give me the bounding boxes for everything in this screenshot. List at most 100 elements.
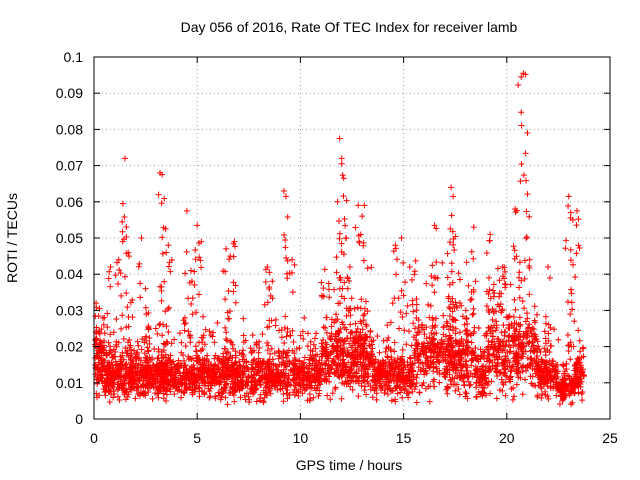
data-point xyxy=(220,353,227,360)
data-point xyxy=(176,386,183,393)
data-point xyxy=(547,274,554,281)
data-point xyxy=(297,332,304,339)
data-point xyxy=(449,342,456,349)
data-point xyxy=(119,228,126,235)
data-point xyxy=(358,320,365,327)
data-point xyxy=(508,367,515,374)
data-point xyxy=(105,275,112,282)
data-point xyxy=(200,364,207,371)
data-point xyxy=(104,310,111,317)
data-point xyxy=(433,259,440,266)
data-point xyxy=(365,373,372,380)
data-point xyxy=(95,312,102,319)
data-point xyxy=(542,313,549,320)
data-point xyxy=(366,334,373,341)
data-point xyxy=(511,296,518,303)
data-point xyxy=(384,385,391,392)
data-point xyxy=(128,383,135,390)
data-point xyxy=(291,391,298,398)
data-point xyxy=(240,332,247,339)
data-point xyxy=(338,293,345,300)
data-point xyxy=(524,191,531,198)
data-point xyxy=(448,260,455,267)
data-point xyxy=(178,339,185,346)
data-point xyxy=(543,364,550,371)
data-point xyxy=(472,344,479,351)
data-point xyxy=(159,374,166,381)
data-point xyxy=(349,329,356,336)
data-point xyxy=(370,337,377,344)
data-point xyxy=(143,367,150,374)
data-point xyxy=(267,385,274,392)
data-point xyxy=(323,329,330,336)
data-point xyxy=(307,338,314,345)
data-point xyxy=(122,345,129,352)
data-point xyxy=(567,356,574,363)
data-point xyxy=(434,343,441,350)
data-point xyxy=(289,256,296,263)
data-point xyxy=(239,356,246,363)
data-point xyxy=(402,279,409,286)
data-point xyxy=(542,379,549,386)
data-point xyxy=(525,340,532,347)
data-point xyxy=(223,245,230,252)
data-point xyxy=(524,315,531,322)
data-point xyxy=(382,374,389,381)
data-point xyxy=(345,370,352,377)
data-point xyxy=(123,290,130,297)
data-point xyxy=(346,263,353,270)
data-point xyxy=(409,301,416,308)
data-point xyxy=(247,345,254,352)
data-point xyxy=(124,304,131,311)
data-point xyxy=(434,275,441,282)
data-point xyxy=(533,311,540,318)
data-point xyxy=(546,349,553,356)
data-point xyxy=(523,367,530,374)
data-point xyxy=(335,336,342,343)
data-point xyxy=(230,279,237,286)
data-point xyxy=(212,361,219,368)
data-point xyxy=(381,389,388,396)
data-point xyxy=(338,240,345,247)
data-point xyxy=(189,380,196,387)
data-point xyxy=(353,347,360,354)
data-point xyxy=(408,276,415,283)
data-point xyxy=(573,222,580,229)
data-point xyxy=(200,377,207,384)
data-point xyxy=(157,366,164,373)
data-point xyxy=(344,285,351,292)
data-point xyxy=(577,348,584,355)
data-point xyxy=(155,346,162,353)
data-point xyxy=(279,359,286,366)
data-point xyxy=(489,316,496,323)
data-point xyxy=(571,318,578,325)
data-point xyxy=(201,341,208,348)
data-point xyxy=(191,365,198,372)
data-point xyxy=(107,343,114,350)
data-point xyxy=(203,370,210,377)
data-point xyxy=(134,338,141,345)
data-point xyxy=(312,362,319,369)
data-point xyxy=(568,286,575,293)
data-point xyxy=(523,310,530,317)
data-point xyxy=(376,349,383,356)
data-point xyxy=(383,381,390,388)
data-point xyxy=(334,316,341,323)
data-point xyxy=(360,312,367,319)
data-point xyxy=(275,355,282,362)
data-point xyxy=(236,387,243,394)
data-point xyxy=(466,382,473,389)
data-point xyxy=(424,362,431,369)
data-point xyxy=(323,314,330,321)
data-point xyxy=(451,363,458,370)
data-point xyxy=(456,329,463,336)
data-point xyxy=(396,325,403,332)
data-point xyxy=(106,268,113,275)
data-point xyxy=(541,328,548,335)
data-point xyxy=(315,393,322,400)
data-point xyxy=(279,371,286,378)
data-point xyxy=(444,320,451,327)
data-point xyxy=(343,312,350,319)
data-point xyxy=(379,370,386,377)
data-point xyxy=(160,347,167,354)
